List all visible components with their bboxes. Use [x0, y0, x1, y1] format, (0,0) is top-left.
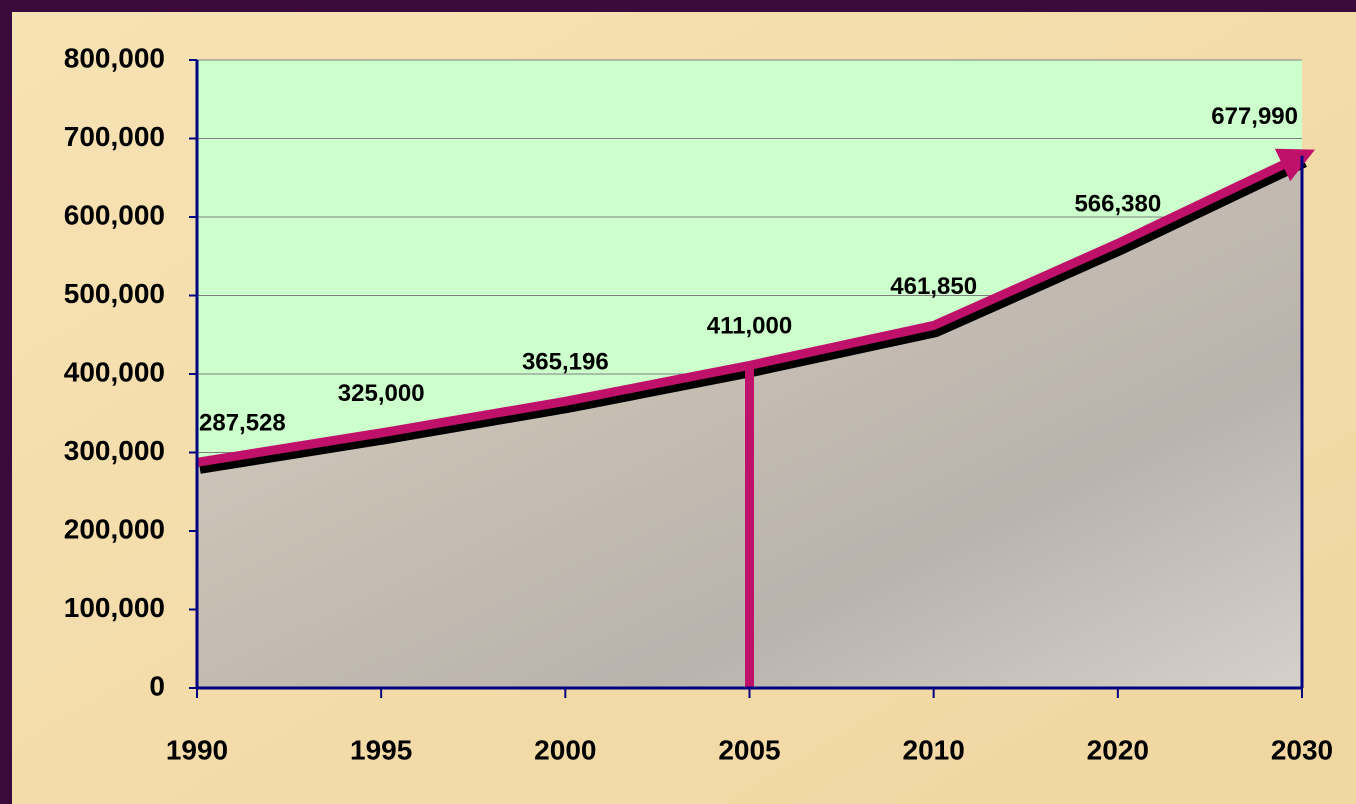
x-tick-label: 2030	[1271, 734, 1333, 765]
x-tick-label: 1995	[350, 734, 412, 765]
y-tick-label: 300,000	[64, 435, 165, 466]
x-tick-label: 2020	[1087, 734, 1149, 765]
y-tick-label: 800,000	[64, 42, 165, 73]
y-tick-label: 200,000	[64, 513, 165, 544]
x-tick-label: 2000	[534, 734, 596, 765]
y-tick-label: 100,000	[64, 592, 165, 623]
x-tick-label: 2010	[903, 734, 965, 765]
data-label: 677,990	[1211, 103, 1298, 130]
chart: 0 100,000 200,000 300,000 400,000 500,000 600,…	[0, 0, 1356, 804]
page: 0 100,000 200,000 300,000 400,000 500,000 600,…	[0, 0, 1356, 804]
y-tick-label: 700,000	[64, 121, 165, 152]
data-label: 411,000	[707, 313, 792, 340]
data-label: 325,000	[338, 380, 425, 407]
data-label: 365,196	[522, 349, 609, 376]
x-tick-label: 2005	[718, 734, 780, 765]
y-tick-label: 400,000	[64, 356, 165, 387]
y-tick-label: 0	[149, 670, 165, 701]
data-label: 461,850	[890, 273, 977, 300]
y-tick-label: 500,000	[64, 278, 165, 309]
data-label: 287,528	[199, 410, 286, 437]
y-tick-label: 600,000	[64, 199, 165, 230]
data-label: 566,380	[1074, 191, 1161, 218]
x-tick-label: 1990	[166, 734, 228, 765]
